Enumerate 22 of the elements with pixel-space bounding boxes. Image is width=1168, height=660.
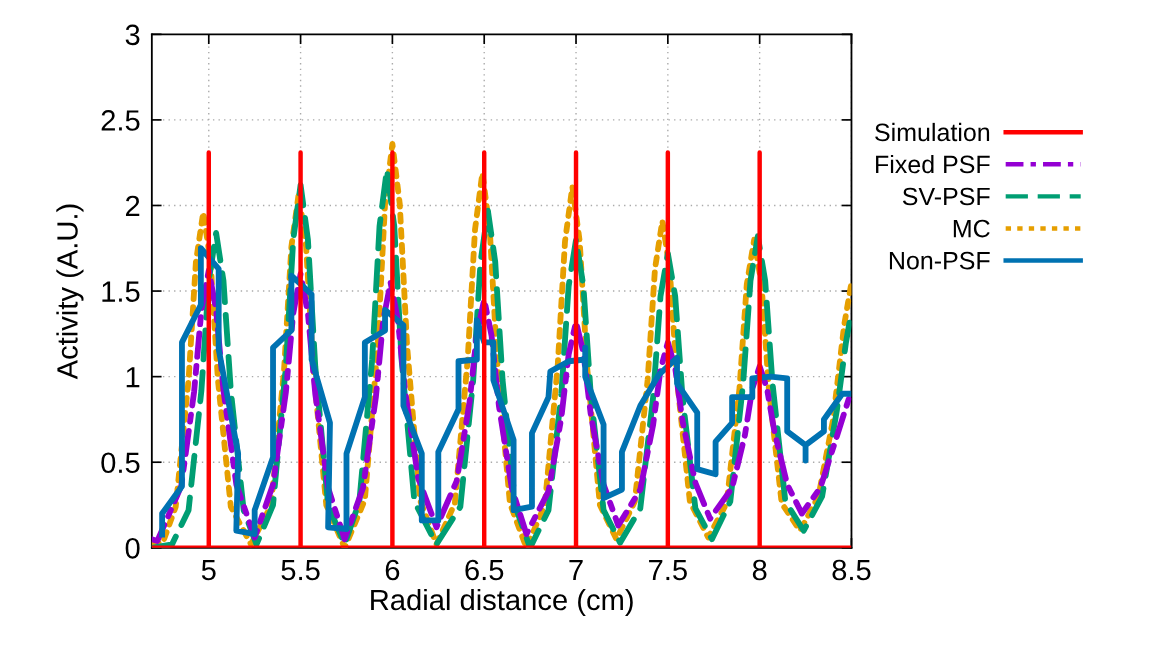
legend-label: Non-PSF <box>889 251 990 270</box>
y-tick-label: 1.5 <box>102 281 140 302</box>
y-tick-label: 3 <box>125 24 140 46</box>
x-tick-label: 6 <box>385 559 400 581</box>
x-tick-label: 6.5 <box>465 559 504 581</box>
y-tick-label: 2 <box>125 195 140 217</box>
y-tick-label: 0 <box>125 538 140 559</box>
legend-label: Simulation <box>875 122 990 142</box>
y-tick-label: 2.5 <box>101 110 140 131</box>
x-tick-label: 7 <box>569 559 583 581</box>
x-tick-label: 8.5 <box>832 559 871 581</box>
x-tick-label: 8 <box>752 559 767 581</box>
legend-label: Fixed PSF <box>876 154 990 174</box>
x-axis-title: Radial distance (cm) <box>371 588 633 617</box>
x-tick-label: 5.5 <box>281 559 320 581</box>
y-tick-label: 1 <box>126 367 140 388</box>
x-tick-label: 5 <box>201 559 216 581</box>
y-axis-title: Activity (A.U.) <box>56 204 84 380</box>
legend-label: SV-PSF <box>902 187 990 206</box>
y-tick-label: 0.5 <box>101 452 140 474</box>
legend-label: MC <box>953 219 990 238</box>
x-tick-label: 7.5 <box>649 559 687 581</box>
